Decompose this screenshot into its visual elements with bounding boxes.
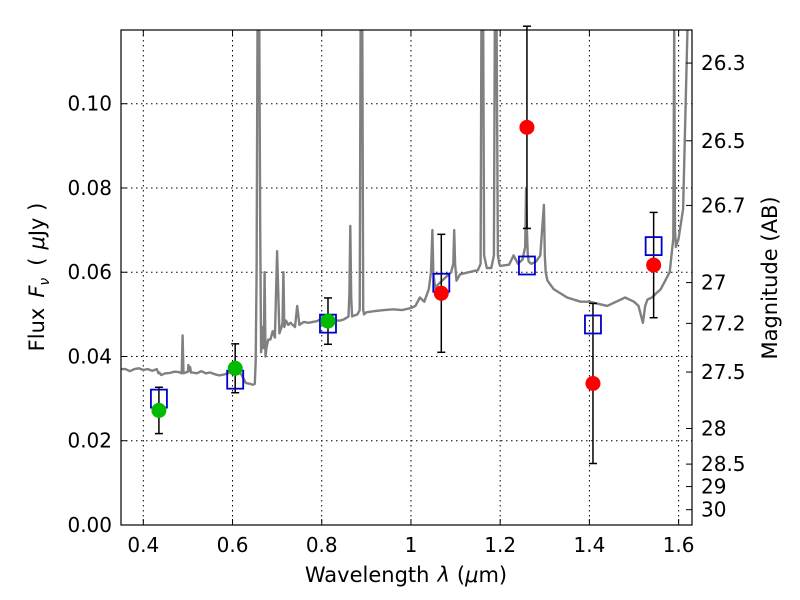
x-tick-label: 1: [405, 533, 418, 557]
model-square-marker: [644, 236, 663, 257]
photometry-point: [151, 402, 167, 418]
y-tick-label: 0.04: [67, 344, 112, 368]
y-axis-unit-mu: μ: [25, 236, 49, 250]
y-tick-label: 0.00: [67, 513, 112, 537]
spectrum-line: [121, 30, 689, 386]
spectrum-layer: [121, 30, 689, 386]
x-axis-ticks: 0.4 0.6 0.8 1 1.2 1.4 1.6: [127, 30, 695, 557]
right-tick-label: 26.3: [701, 51, 746, 75]
model-square-marker: [584, 314, 602, 335]
photometry-point: [646, 257, 662, 273]
x-axis-symbol: λ: [436, 563, 449, 587]
y-axis-symbol-subscript: ν: [37, 278, 53, 286]
y-tick-label: 0.10: [67, 92, 112, 116]
x-axis-title: Wavelength λ (μm): [305, 563, 507, 587]
x-tick-label: 1.4: [573, 533, 605, 557]
y-tick-label: 0.06: [67, 260, 112, 284]
photometry-point: [320, 313, 336, 329]
right-tick-label: 28: [701, 416, 726, 440]
data-markers: [150, 119, 663, 418]
x-axis-unit-close: m): [478, 563, 507, 587]
right-tick-label: 27.2: [701, 311, 746, 335]
y-axis-unit-close: Jy ): [25, 203, 49, 239]
photometry-point: [519, 119, 535, 135]
right-tick-label: 27.5: [701, 360, 746, 384]
x-tick-label: 0.8: [306, 533, 338, 557]
right-tick-label: 29: [701, 475, 726, 499]
right-tick-label: 30: [701, 498, 726, 522]
y-tick-label: 0.02: [67, 429, 112, 453]
y-axis-label: Flux: [25, 308, 49, 352]
error-bars: [154, 25, 658, 465]
photometry-point: [433, 285, 449, 301]
plot-frame: [120, 29, 693, 526]
x-axis-label: Wavelength: [305, 563, 430, 587]
x-tick-label: 0.6: [217, 533, 249, 557]
right-tick-label: 26.7: [701, 193, 746, 217]
x-tick-label: 1.6: [663, 533, 695, 557]
y-axis-ticks: 0.00 0.02 0.04 0.06 0.08 0.10: [67, 92, 127, 537]
y-axis-symbol: F: [25, 285, 49, 298]
right-tick-label: 28.5: [701, 452, 746, 476]
photometry-point: [585, 375, 601, 391]
photometry-point: [227, 360, 243, 376]
x-tick-label: 1.2: [484, 533, 516, 557]
right-tick-label: 27: [701, 271, 726, 295]
grid-lines: [121, 30, 692, 526]
y-tick-label: 0.08: [67, 176, 112, 200]
x-axis-unit-mu: μ: [464, 563, 478, 587]
x-axis-unit-open: (: [457, 563, 465, 587]
right-axis-title: Magnitude (AB): [758, 196, 782, 359]
model-square-marker: [518, 255, 536, 276]
y-axis-title: Flux Fν ( μJy ): [25, 203, 53, 352]
y-axis-unit-open: (: [25, 258, 49, 266]
right-tick-label: 26.5: [701, 129, 746, 153]
x-tick-label: 0.4: [127, 533, 159, 557]
